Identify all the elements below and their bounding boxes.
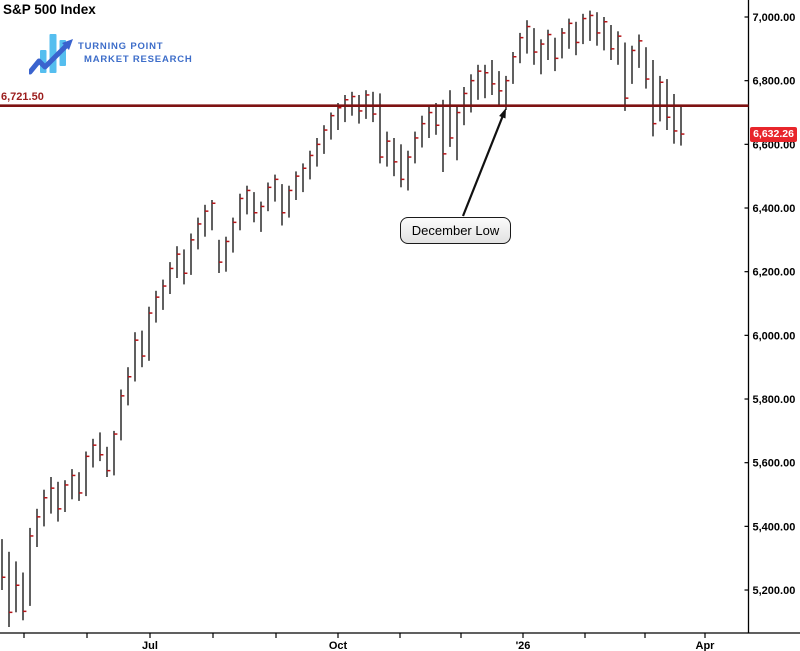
y-tick-label: 5,400.00 (753, 521, 796, 533)
x-tick-label: Apr (696, 640, 716, 651)
logo-bars-arrow-icon (29, 34, 73, 75)
time-axis: Jul Oct '26 Apr (0, 632, 800, 651)
annotation-arrow (461, 108, 506, 217)
last-price-badge: 6,632.26 (750, 126, 797, 142)
level-line-label: 6,721.50 (1, 91, 44, 104)
y-tick-label: 6,600.00 (753, 139, 796, 151)
y-tick-label: 6,400.00 (753, 203, 796, 215)
ohlc-bars (1, 10, 685, 627)
y-tick-label: 5,200.00 (753, 585, 796, 597)
x-tick-label: Oct (329, 640, 348, 651)
logo-text: TURNING POINT MARKET RESEARCH (78, 31, 193, 66)
y-tick-label: 5,600.00 (753, 458, 796, 470)
brand-logo: TURNING POINT MARKET RESEARCH (29, 31, 193, 77)
page-title: S&P 500 Index (3, 2, 96, 17)
y-tick-label: 6,800.00 (753, 76, 796, 88)
annotation-box: December Low (400, 217, 511, 244)
y-tick-label: 6,000.00 (753, 330, 796, 342)
y-tick-label: 6,200.00 (753, 267, 796, 279)
price-axis: 7,000.00 6,800.00 6,600.00 6,400.00 6,200.00… (744, 0, 796, 633)
logo-line-1: TURNING POINT (78, 41, 164, 52)
y-tick-label: 7,000.00 (753, 12, 796, 24)
y-tick-label: 5,800.00 (753, 394, 796, 406)
x-tick-label: '26 (516, 640, 531, 651)
x-tick-label: Jul (142, 640, 158, 651)
logo-line-2: MARKET RESEARCH (84, 54, 193, 65)
